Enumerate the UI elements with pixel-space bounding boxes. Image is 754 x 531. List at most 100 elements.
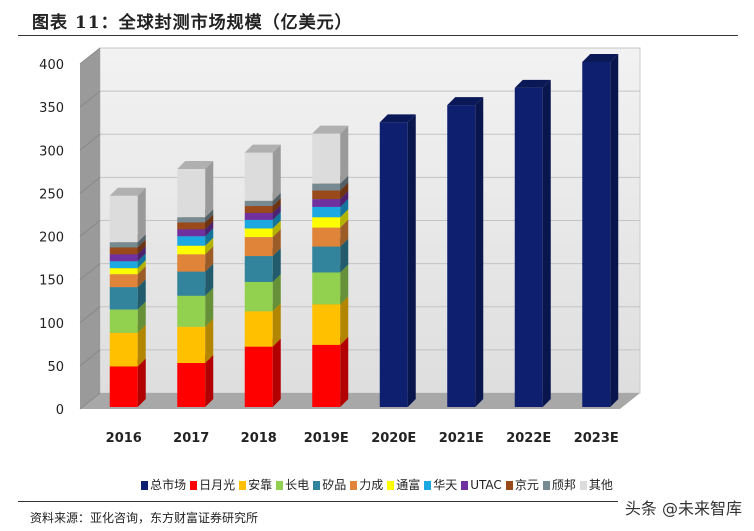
bar-side bbox=[205, 355, 214, 407]
gridline-side bbox=[79, 306, 101, 324]
x-tick-label: 2018 bbox=[241, 431, 277, 446]
source-note: 资料来源：亚化咨询，东方财富证券研究所 bbox=[30, 511, 259, 525]
bar-top bbox=[447, 97, 484, 106]
legend-swatch bbox=[276, 481, 284, 490]
floor bbox=[80, 393, 640, 409]
bar-side bbox=[137, 234, 146, 248]
bar-side bbox=[137, 260, 146, 275]
bar-top bbox=[109, 187, 146, 196]
bar-side bbox=[340, 209, 349, 228]
bar-front bbox=[109, 261, 138, 269]
bar-side bbox=[205, 214, 214, 230]
bar-front bbox=[312, 227, 341, 247]
bar-front bbox=[312, 206, 341, 218]
bar-side bbox=[137, 239, 146, 255]
legend-item: 华天 bbox=[424, 476, 457, 493]
bar-side bbox=[205, 263, 214, 296]
bar-side bbox=[475, 97, 484, 407]
bar-front bbox=[109, 309, 138, 333]
bar-front bbox=[177, 295, 206, 327]
legend-label: 京元 bbox=[514, 478, 539, 492]
bar-front bbox=[244, 346, 273, 407]
bar-side bbox=[137, 358, 146, 407]
x-tick-label: 2023E bbox=[574, 431, 619, 446]
legend-item: 通富 bbox=[387, 476, 420, 493]
y-tick-label: 100 bbox=[39, 317, 64, 332]
legend-swatch bbox=[387, 481, 395, 490]
bar-front bbox=[177, 254, 206, 272]
bar-front bbox=[177, 168, 206, 218]
legend-item: 长电 bbox=[276, 476, 309, 493]
bar-side bbox=[340, 219, 349, 247]
legend-swatch bbox=[239, 481, 247, 490]
watermark: 头条 @未来智库 bbox=[624, 499, 742, 518]
legend-item: 力成 bbox=[350, 476, 383, 493]
bar-side bbox=[137, 246, 146, 262]
bar-side bbox=[272, 273, 281, 312]
bar-top bbox=[312, 125, 349, 134]
bar-side bbox=[272, 144, 281, 201]
bar-front bbox=[244, 237, 273, 257]
bar-front bbox=[582, 62, 611, 407]
y-tick-label: 400 bbox=[39, 58, 64, 73]
bar-front bbox=[312, 246, 341, 273]
gridline-side bbox=[79, 349, 101, 367]
bar-segment bbox=[582, 54, 619, 407]
gridline-side bbox=[79, 47, 101, 65]
bar-segment bbox=[312, 125, 349, 184]
chart-area: 0 50 100 150 200 250 300 350 400 2016 2017 2018 201… bbox=[39, 47, 641, 446]
legend-label: 其他 bbox=[588, 478, 613, 492]
gridline-side bbox=[79, 220, 101, 237]
gridline-side bbox=[79, 176, 101, 194]
bar-front bbox=[244, 281, 273, 312]
legend-swatch bbox=[190, 481, 198, 490]
gridline-side bbox=[79, 263, 101, 281]
bar-side bbox=[205, 221, 214, 237]
legend-label: UTAC bbox=[470, 478, 502, 492]
bar-side bbox=[137, 187, 146, 243]
bar-front bbox=[244, 256, 273, 282]
bar-side bbox=[407, 114, 416, 407]
legend-swatch bbox=[579, 481, 587, 490]
bar-side bbox=[272, 248, 281, 282]
bar-side bbox=[340, 198, 349, 218]
legend-label: 矽品 bbox=[322, 478, 347, 492]
x-tick-label: 2022E bbox=[506, 431, 551, 446]
gridline-side bbox=[79, 392, 101, 410]
bar-front bbox=[312, 199, 341, 207]
legend-swatch bbox=[542, 481, 550, 490]
bar-front bbox=[312, 217, 341, 228]
y-tick-label: 350 bbox=[39, 101, 64, 116]
legend-item: UTAC bbox=[461, 478, 502, 492]
bar-side bbox=[610, 54, 619, 407]
legend-swatch bbox=[424, 481, 432, 490]
bar-front bbox=[109, 287, 138, 310]
bar-segment bbox=[177, 160, 214, 218]
bar-segment bbox=[312, 336, 349, 407]
bar-front bbox=[109, 332, 138, 367]
bar-front bbox=[177, 222, 206, 230]
bar-side bbox=[205, 318, 214, 364]
y-tick-label: 150 bbox=[39, 274, 64, 289]
bar-side bbox=[272, 220, 281, 238]
bar-side bbox=[137, 266, 146, 288]
bar-side bbox=[340, 182, 349, 200]
bar-segment bbox=[379, 114, 416, 407]
bar-front bbox=[312, 133, 341, 184]
bar-side bbox=[272, 192, 281, 207]
bar-segment bbox=[514, 79, 551, 407]
bar-front bbox=[244, 219, 273, 229]
gridline-side bbox=[79, 133, 101, 151]
bar-side bbox=[340, 238, 349, 273]
bar-segment bbox=[244, 338, 281, 407]
x-tick-label: 2021E bbox=[439, 431, 484, 446]
bar-top bbox=[582, 54, 619, 62]
bar-side bbox=[272, 338, 281, 407]
bar-front bbox=[312, 272, 341, 305]
x-tick-label: 2020E bbox=[371, 431, 416, 446]
bar-front bbox=[109, 268, 138, 275]
bar-side bbox=[137, 279, 146, 310]
x-tick-label: 2017 bbox=[173, 431, 209, 446]
bar-side bbox=[272, 303, 281, 347]
bar-front bbox=[244, 206, 273, 213]
